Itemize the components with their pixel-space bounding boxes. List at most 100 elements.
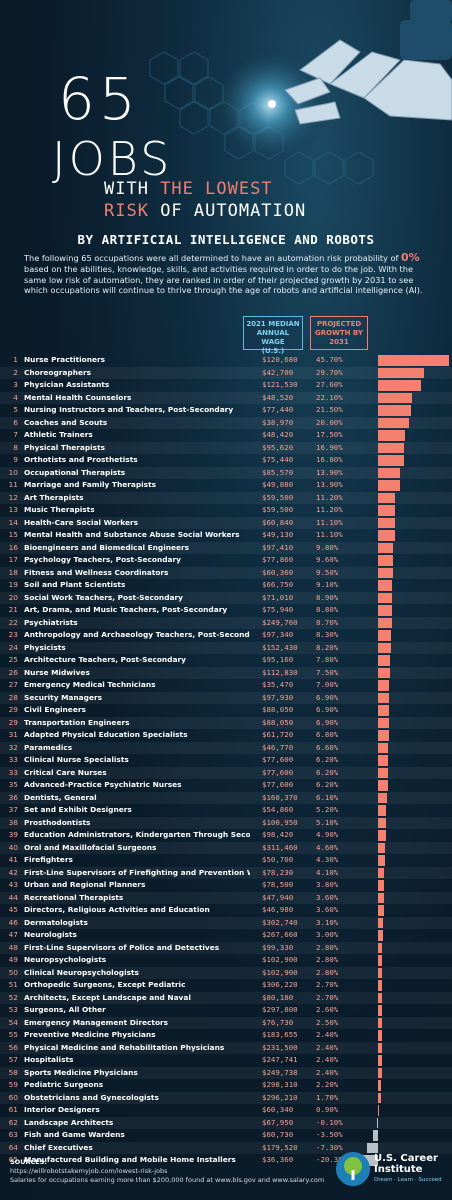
row-growth: 11.20%: [316, 505, 343, 514]
row-occupation: Manufactured Building and Mobile Home In…: [24, 1155, 236, 1164]
row-wage: $35,470: [262, 680, 294, 689]
row-rank: 51: [8, 980, 18, 989]
row-rank: 29: [8, 705, 18, 714]
table-row: 53 Surgeons, All Other $297,800 2.60%: [0, 1004, 452, 1017]
row-growth: 7.00%: [316, 680, 339, 689]
growth-bar: [378, 1017, 382, 1028]
robot-hand-illustration: [149, 0, 452, 185]
row-occupation: Security Managers: [24, 692, 103, 702]
growth-bar: [378, 505, 396, 516]
row-occupation: Pediatric Surgeons: [24, 1080, 104, 1089]
row-wage: $60,840: [262, 517, 294, 527]
row-rank: 64: [8, 1142, 18, 1152]
row-rank: 53: [8, 1005, 18, 1014]
row-rank: 56: [8, 1042, 18, 1052]
row-occupation: Physician Assistants: [24, 380, 110, 389]
table-row: 64 Chief Executives $179,520 -7.30%: [0, 1141, 452, 1154]
row-rank: 21: [8, 605, 18, 614]
row-occupation: Interior Designers: [24, 1105, 100, 1114]
row-rank: 57: [8, 1055, 18, 1064]
table-row: 8 Physical Therapists $95,620 16.90%: [0, 441, 452, 454]
table-row: 61 Interior Designers $60,340 0.90%: [0, 1104, 452, 1117]
growth-bar: [378, 780, 388, 791]
row-rank: 6: [13, 417, 18, 427]
row-occupation: Physical Therapists: [24, 442, 106, 452]
row-rank: 60: [8, 1092, 18, 1102]
table-row: 14 Health-Care Social Workers $60,840 11.10…: [0, 516, 452, 529]
growth-bar: [378, 430, 406, 441]
row-occupation: Directors, Religious Activities and Educ…: [24, 905, 210, 914]
table-row: 20 Social Work Teachers, Post-Secondary $7…: [0, 591, 452, 604]
row-growth: 9.50%: [316, 567, 339, 577]
row-occupation: Paramedics: [24, 742, 73, 752]
row-occupation: Critical Care Nurses: [24, 767, 107, 777]
row-growth: 13.90%: [316, 467, 343, 477]
table-row: 16 Bioengineers and Biomedical Engineers $…: [0, 541, 452, 554]
row-occupation: Marriage and Family Therapists: [24, 480, 157, 489]
growth-bar: [378, 517, 396, 528]
row-rank: 14: [8, 517, 18, 527]
row-occupation: Obstetricians and Gynecologists: [24, 1092, 159, 1102]
row-growth: -3.50%: [316, 1130, 343, 1139]
row-growth: 7.80%: [316, 655, 339, 664]
row-wage: $98,420: [262, 830, 294, 839]
row-growth: 2.80%: [316, 955, 339, 964]
table-row: 40 Oral and Maxillofacial Surgeons $311,46…: [0, 841, 452, 854]
source-link[interactable]: https://willrobotstakemyjob.com/lowest-r…: [10, 1167, 168, 1175]
row-growth: 21.50%: [316, 405, 343, 414]
table-row: 47 Neurologists $267,660 3.00%: [0, 929, 452, 942]
row-wage: $59,500: [262, 505, 294, 514]
row-wage: $48,420: [262, 430, 294, 439]
row-wage: $88,050: [262, 717, 294, 727]
growth-bar: [378, 530, 396, 541]
row-occupation: Surgeons, All Other: [24, 1005, 106, 1014]
growth-bar: [378, 605, 392, 616]
row-rank: 33: [8, 767, 18, 777]
growth-bar: [378, 855, 385, 866]
row-occupation: Mental Health and Substance Abuse Social…: [24, 530, 240, 539]
row-wage: $179,520: [262, 1142, 298, 1152]
row-rank: 65: [8, 1155, 18, 1164]
title-line-1: WITH THE LOWEST: [104, 181, 273, 198]
table-row: 54 Emergency Management Directors $76,730 2…: [0, 1016, 452, 1029]
growth-bar: [372, 1130, 378, 1141]
row-wage: $97,340: [262, 630, 294, 639]
wage-column-header: 2021 MEDIAN ANNUAL WAGE (U.S.): [243, 316, 303, 355]
row-wage: $77,440: [262, 405, 294, 414]
row-rank: 29: [8, 717, 18, 727]
row-growth: 8.80%: [316, 605, 339, 614]
growth-bar: [378, 1030, 382, 1041]
table-row: 44 Recreational Therapists $47,940 3.60%: [0, 891, 452, 904]
row-growth: -7.30%: [316, 1142, 343, 1152]
row-rank: 33: [8, 755, 18, 764]
table-row: 59 Pediatric Surgeons $298,310 2.20%: [0, 1079, 452, 1092]
row-rank: 55: [8, 1030, 18, 1039]
growth-bar: [378, 917, 383, 928]
row-rank: 4: [13, 392, 18, 402]
growth-bar: [378, 355, 449, 366]
row-occupation: Preventive Medicine Physicians: [24, 1030, 156, 1039]
row-rank: 49: [8, 955, 18, 964]
growth-bar: [378, 730, 389, 741]
table-row: 22 Psychiatrists $249,760 8.70%: [0, 616, 452, 629]
row-occupation: Art, Drama, and Music Teachers, Post-Sec…: [24, 605, 228, 614]
row-occupation: Sports Medicine Physicians: [24, 1067, 138, 1077]
row-wage: $231,500: [262, 1042, 298, 1052]
row-rank: 5: [13, 405, 18, 414]
growth-column-header: PROJECTED GROWTH BY 2031: [310, 316, 368, 350]
row-growth: 2.70%: [316, 992, 339, 1002]
row-growth: 1.70%: [316, 1092, 339, 1102]
row-wage: $48,520: [262, 392, 294, 402]
row-wage: $38,970: [262, 417, 294, 427]
row-rank: 35: [8, 780, 18, 789]
row-wage: $50,700: [262, 855, 294, 864]
table-row: 19 Soil and Plant Scientists $66,750 9.10%: [0, 579, 452, 592]
table-row: 46 Dermatologists $302,740 3.10%: [0, 916, 452, 929]
row-rank: 31: [8, 730, 18, 739]
row-rank: 42: [8, 867, 18, 877]
table-row: 12 Art Therapists $59,500 11.20%: [0, 491, 452, 504]
table-row: 27 Emergency Medical Technicians $35,470 7.…: [0, 679, 452, 692]
row-wage: $77,600: [262, 780, 294, 789]
row-occupation: Transportation Engineers: [24, 717, 130, 727]
row-growth: 2.40%: [316, 1067, 339, 1077]
